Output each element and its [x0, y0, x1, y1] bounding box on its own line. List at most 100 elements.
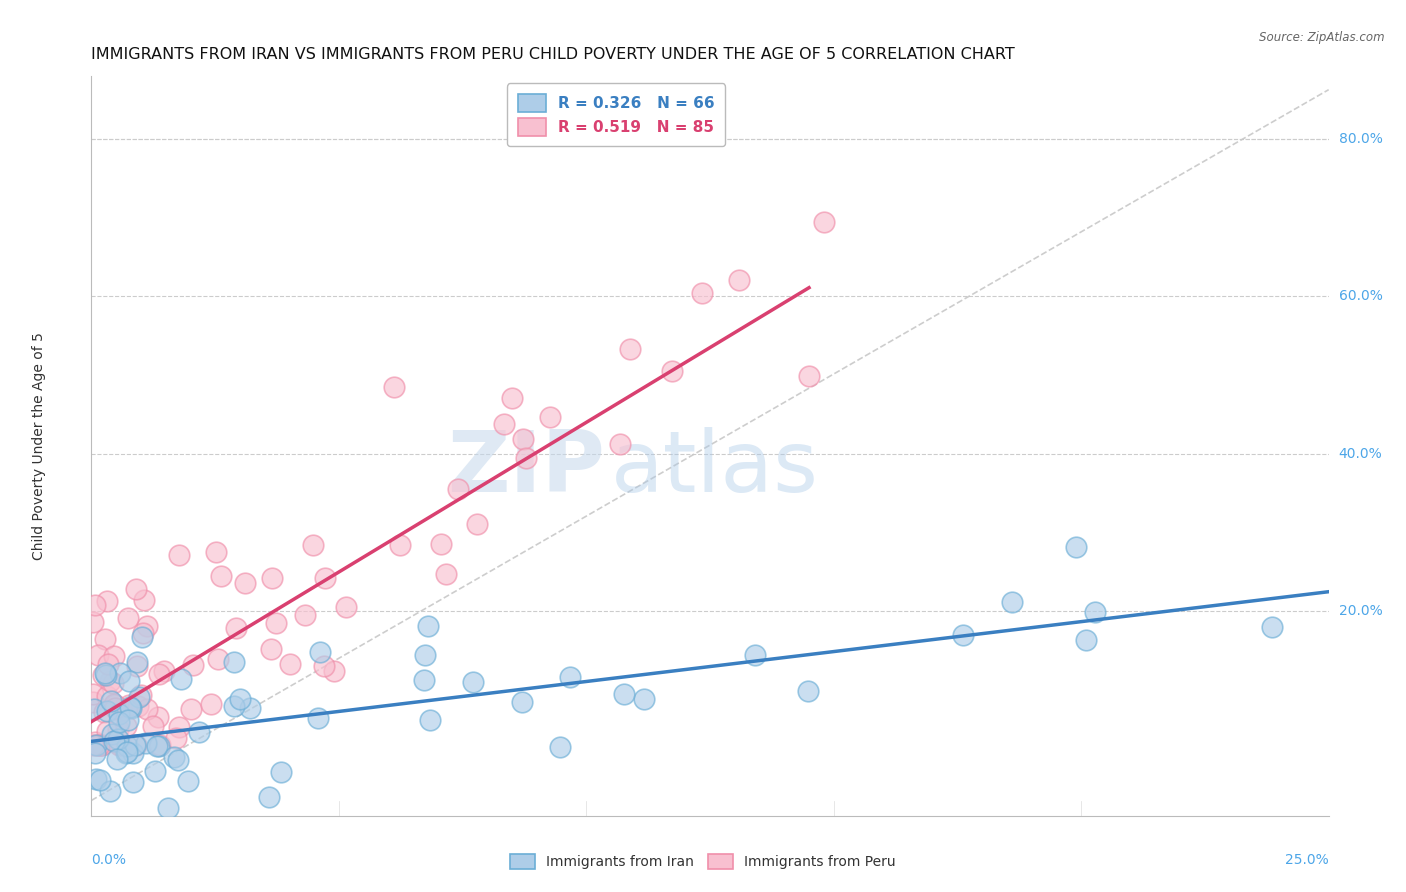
Point [104, 701, 127, 715]
Point [84, 735, 107, 749]
Point [728, 273, 751, 287]
Point [169, 548, 191, 562]
Point [270, 764, 292, 779]
Point [239, 700, 262, 714]
Point [127, 659, 149, 673]
Point [82, 615, 104, 630]
Point [131, 689, 153, 703]
Legend: R = 0.326   N = 66, R = 0.519   N = 85: R = 0.326 N = 66, R = 0.519 N = 85 [508, 84, 725, 146]
Point [294, 608, 316, 623]
Point [225, 621, 247, 635]
Point [94, 666, 117, 681]
Text: Child Poverty Under the Age of 5: Child Poverty Under the Age of 5 [32, 332, 46, 560]
Point [108, 666, 131, 681]
Point [156, 801, 179, 815]
Text: 20.0%: 20.0% [1339, 605, 1382, 618]
Point [89, 773, 111, 788]
Text: 80.0%: 80.0% [1339, 132, 1382, 145]
Point [307, 711, 329, 725]
Point [101, 676, 124, 690]
Point [661, 364, 683, 378]
Point [260, 571, 283, 585]
Text: 0.0%: 0.0% [91, 853, 127, 867]
Text: ZIP: ZIP [447, 426, 605, 509]
Point [229, 691, 252, 706]
Point [264, 616, 287, 631]
Point [434, 566, 457, 581]
Point [117, 713, 139, 727]
Point [690, 286, 713, 301]
Point [82, 739, 104, 753]
Point [382, 380, 405, 394]
Point [204, 545, 226, 559]
Point [389, 538, 412, 552]
Point [82, 687, 104, 701]
Point [121, 746, 143, 760]
Point [124, 738, 146, 752]
Text: atlas: atlas [612, 426, 820, 509]
Point [97, 657, 120, 672]
Point [183, 657, 205, 672]
Point [209, 569, 232, 583]
Point [492, 417, 515, 431]
Point [609, 437, 631, 451]
Point [1261, 620, 1284, 634]
Point [512, 695, 534, 709]
Point [312, 658, 335, 673]
Point [89, 739, 111, 753]
Point [142, 718, 165, 732]
Point [83, 599, 105, 613]
Point [117, 610, 139, 624]
Point [413, 648, 436, 663]
Point [515, 450, 537, 465]
Point [1066, 540, 1088, 554]
Point [121, 775, 143, 789]
Legend: Immigrants from Iran, Immigrants from Peru: Immigrants from Iran, Immigrants from Pe… [503, 847, 903, 876]
Point [91, 739, 114, 753]
Point [501, 391, 523, 405]
Point [135, 619, 157, 633]
Point [335, 600, 357, 615]
Point [148, 667, 170, 681]
Point [94, 667, 117, 681]
Point [260, 641, 283, 656]
Point [302, 538, 325, 552]
Point [103, 697, 125, 711]
Point [100, 694, 122, 708]
Point [114, 746, 136, 760]
Point [110, 739, 132, 753]
Point [132, 626, 155, 640]
Point [177, 773, 200, 788]
Point [128, 690, 150, 704]
Point [314, 571, 336, 585]
Point [1084, 605, 1107, 619]
Point [84, 738, 107, 752]
Point [103, 734, 125, 748]
Point [84, 772, 107, 787]
Point [200, 697, 222, 711]
Point [84, 746, 107, 760]
Point [135, 736, 157, 750]
Point [125, 582, 148, 596]
Point [613, 687, 636, 701]
Point [1000, 595, 1022, 609]
Point [148, 739, 170, 754]
Point [207, 652, 229, 666]
Point [461, 675, 484, 690]
Point [90, 739, 112, 753]
Point [146, 710, 169, 724]
Point [143, 764, 166, 778]
Point [118, 673, 141, 688]
Point [94, 632, 117, 646]
Point [104, 698, 127, 712]
Point [538, 409, 561, 424]
Point [96, 594, 118, 608]
Point [412, 673, 434, 687]
Point [107, 722, 129, 736]
Point [465, 516, 488, 531]
Point [91, 668, 114, 682]
Point [512, 432, 534, 446]
Point [952, 628, 974, 642]
Point [813, 214, 835, 228]
Text: 60.0%: 60.0% [1339, 289, 1382, 303]
